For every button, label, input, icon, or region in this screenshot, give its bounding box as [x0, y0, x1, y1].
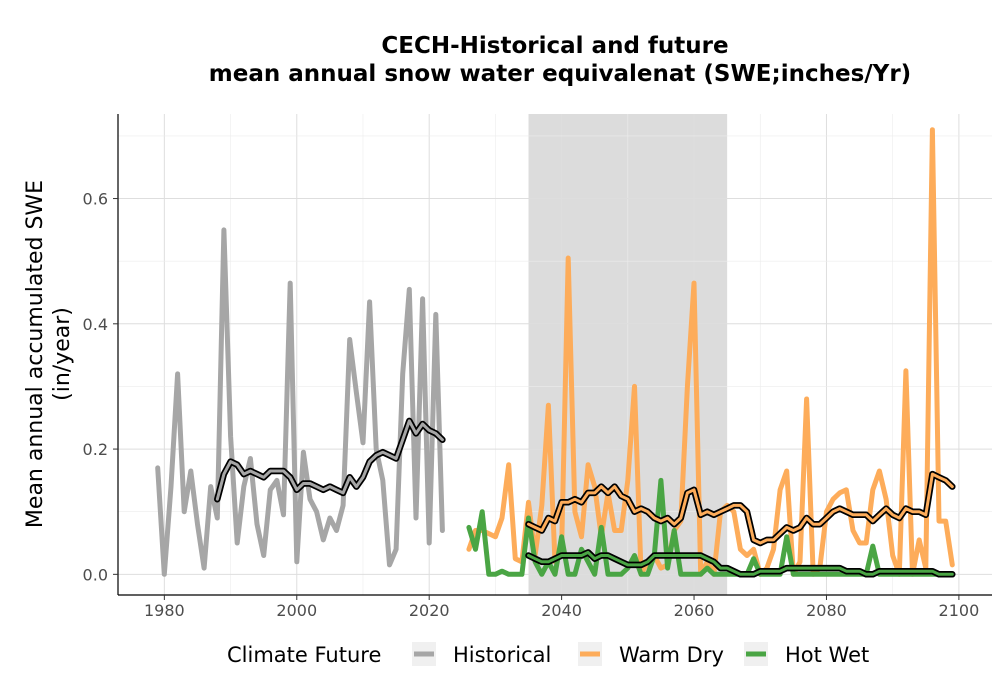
data-series: [155, 127, 956, 578]
y-tick-label: 0.2: [83, 440, 108, 459]
legend-title: Climate Future: [227, 643, 381, 667]
x-tick-label: 2080: [806, 601, 847, 620]
x-tick-label: 2000: [276, 601, 317, 620]
y-axis-title-line-1: Mean annual accumulated SWE: [23, 180, 48, 528]
historical-series-line: [155, 227, 445, 577]
x-tick-label: 1980: [144, 601, 185, 620]
historical-legend-label: Historical: [453, 643, 551, 667]
historical-smooth-line: [215, 419, 444, 501]
hot-wet-smooth-line: [527, 550, 954, 576]
chart-title: CECH-Historical and future mean annual s…: [209, 33, 911, 87]
hot-wet-legend-label: Hot Wet: [785, 643, 869, 667]
x-tick-label: 2020: [409, 601, 450, 620]
title-line-2: mean annual snow water equivalenat (SWE;…: [209, 61, 911, 87]
legend: Climate Future Historical Warm Dry Hot Wet: [227, 642, 869, 667]
y-tick-label: 0.6: [83, 190, 108, 209]
x-tick-label: 2060: [674, 601, 715, 620]
y-tick-label: 0.4: [83, 315, 108, 334]
y-tick-label: 0.0: [83, 565, 108, 584]
x-tick-label: 2040: [541, 601, 582, 620]
axes: 1980 2000 2020 2040 2060 2080 2100 0.0 0.2 0.4 0.6: [83, 114, 992, 620]
legend-keys: Historical Warm Dry Hot Wet: [412, 642, 869, 667]
y-axis-title: Mean annual accumulated SWE (in/year): [23, 180, 75, 528]
y-axis-title-line-2: (in/year): [50, 307, 75, 401]
warm-dry-smooth-line: [527, 472, 954, 545]
warm-dry-legend-label: Warm Dry: [619, 643, 724, 667]
x-tick-label: 2100: [939, 601, 980, 620]
title-line-1: CECH-Historical and future: [381, 33, 728, 59]
